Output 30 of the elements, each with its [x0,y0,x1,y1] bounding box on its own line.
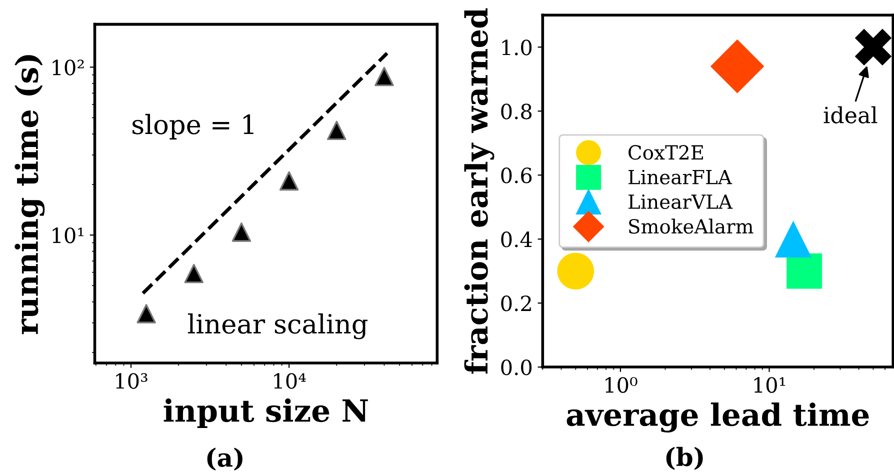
point [136,304,156,324]
annotation: ideal [824,106,878,124]
y-tick-label: 0.8 [501,104,532,120]
y-tick-label: 10² [52,60,84,76]
y-tick-label: 0.2 [501,296,531,312]
y-axis-title: running time (s) [14,55,45,334]
point [374,66,394,86]
y-tick-label: 0.0 [501,360,532,376]
point [232,222,252,242]
legend-label: SmokeAlarm [629,218,754,234]
y-tick-label: 0.6 [501,168,532,184]
annotation: linear scaling [188,313,368,340]
point [279,171,299,191]
x-axis-title: average lead time [566,402,869,432]
legend-label: LinearFLA [628,170,732,184]
text: (a) [207,448,242,471]
legend-label: CoxT2E [628,145,703,160]
point [327,120,346,140]
x-tick-label: 10⁰ [606,377,638,393]
annotation: slope = 1 [132,114,254,140]
legend-label: LinearVLA [628,194,733,210]
x-tick-label: 10¹ [754,377,786,393]
text: (b) [666,446,703,470]
y-tick-label: 0.4 [501,232,532,248]
x-tick-label: 10⁴ [274,373,306,389]
y-axis-title: fraction early warned [464,8,494,374]
x-axis-title: input size N [164,398,368,428]
y-tick-label: 1.0 [502,40,532,56]
x-tick-label: 10³ [116,373,148,389]
point [184,264,204,284]
